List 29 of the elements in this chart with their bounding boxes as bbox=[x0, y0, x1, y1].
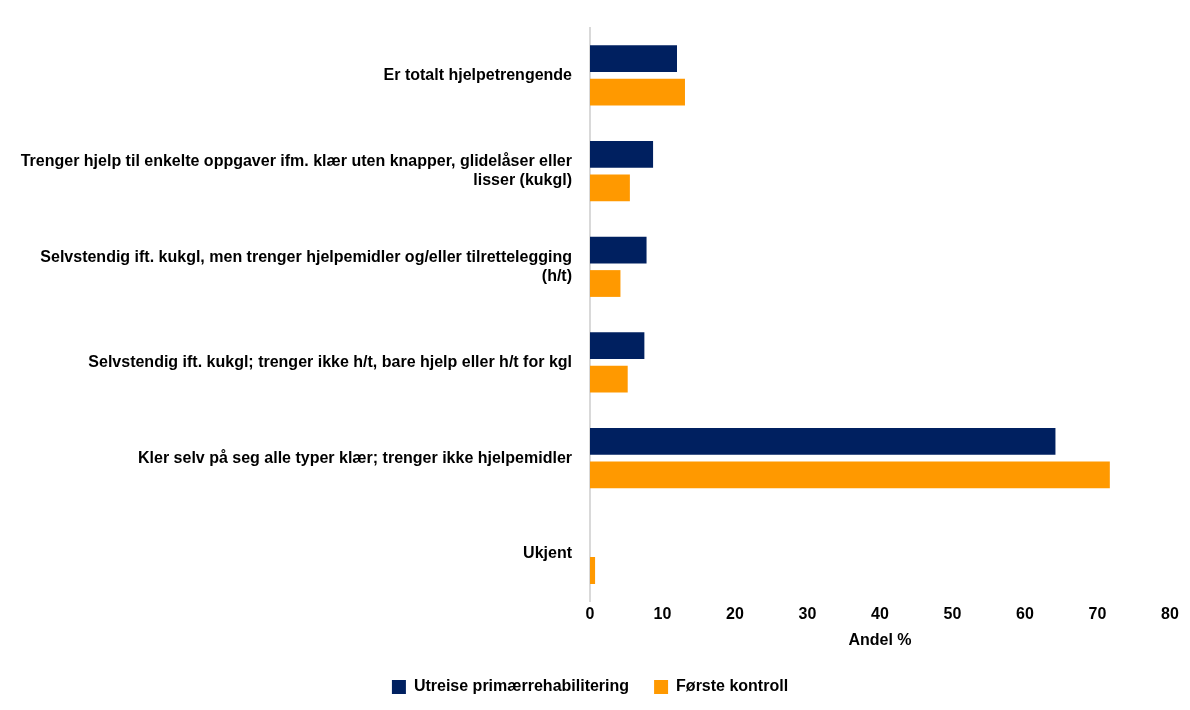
bar bbox=[590, 461, 1110, 489]
y-tick-label: Ukjent bbox=[523, 544, 573, 562]
bar bbox=[590, 78, 685, 106]
bar bbox=[590, 140, 654, 168]
bar bbox=[590, 365, 628, 393]
y-tick-label: Kler selv på seg alle typer klær; trenger ikke hjelpemidler bbox=[138, 448, 572, 466]
x-tick-label: 70 bbox=[1088, 604, 1107, 622]
x-tick-label: 80 bbox=[1161, 604, 1179, 622]
x-tick-label: 0 bbox=[585, 604, 595, 622]
bar bbox=[590, 236, 647, 264]
bar bbox=[590, 557, 596, 584]
x-axis-title: Andel % bbox=[848, 630, 912, 648]
legend-label: Utreise primærrehabilitering bbox=[413, 677, 630, 695]
x-tick-label: 40 bbox=[871, 604, 889, 622]
bar bbox=[590, 174, 630, 202]
y-tick-label: Selvstendig ift. kukgl, men trenger hjelpemidler og/eller tilrettelegging (h/t) bbox=[40, 247, 572, 284]
y-tick-label: Selvstendig ift. kukgl; trenger ikke h/t, bare hjelp eller h/t for kgl bbox=[88, 352, 572, 370]
bar bbox=[590, 270, 621, 297]
x-tick-label: 30 bbox=[798, 604, 817, 622]
bar bbox=[590, 427, 1056, 455]
x-tick-label: 50 bbox=[943, 604, 962, 622]
x-tick-label: 10 bbox=[653, 604, 672, 622]
y-tick-label: Trenger hjelp til enkelte oppgaver ifm. klær uten knapper, glidelåser eller lisser (kukgl) bbox=[20, 151, 572, 189]
legend-label: Første kontroll bbox=[676, 677, 789, 695]
bar bbox=[590, 332, 645, 360]
y-tick-label: Er totalt hjelpetrengende bbox=[383, 65, 573, 83]
x-tick-label: 60 bbox=[1016, 604, 1034, 622]
x-tick-label: 20 bbox=[726, 604, 744, 622]
bar bbox=[590, 45, 677, 73]
